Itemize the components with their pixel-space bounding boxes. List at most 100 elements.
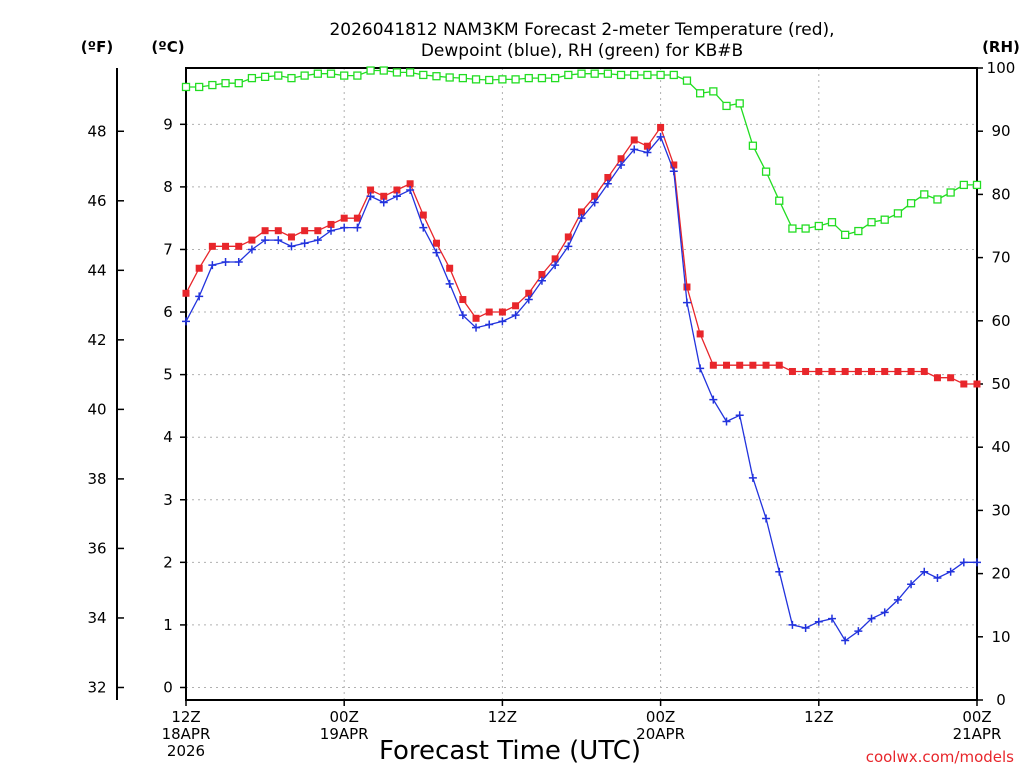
rh-tick-label: 60 [991,312,1010,330]
rh-point [696,89,705,98]
rh-point [722,101,731,111]
rh-point [906,199,916,208]
temperature-point [551,255,559,263]
rh-point [616,70,626,80]
plot-frame [185,67,978,701]
rh-point [498,75,507,84]
temperature-point [604,174,612,182]
x-tick-label: 18APR [162,725,211,743]
temperature-point [868,367,876,375]
temperature-point [235,242,243,250]
fahrenheit-tick-label: 36 [87,539,106,557]
rh-point [471,75,481,84]
temperature-point [512,302,520,310]
temperature-point [419,211,427,219]
dewpoint-point [696,364,705,373]
x-tick-label: 12Z [488,708,517,726]
temperature-point [815,367,823,375]
dewpoint-point [617,160,626,169]
dewpoint-point [340,223,349,232]
dewpoint-point [419,223,428,232]
rh-point [972,180,982,190]
dewpoint-point [327,226,336,235]
celsius-tick-label: 0 [163,678,173,696]
temperature-point [788,367,796,375]
dewpoint-point [261,236,270,245]
rh-point [920,190,929,199]
x-tick-label: 00Z [962,708,991,726]
chart-title-line-1: 2026041812 NAM3KM Forecast 2-meter Tempe… [329,20,834,40]
temperature-point [762,361,770,369]
temperature-point [564,233,572,241]
rh-tick-label: 0 [996,691,1006,709]
fahrenheit-tick-label: 38 [87,470,106,488]
temperature-point [736,361,744,369]
rh-point [353,71,362,80]
rh-point [550,73,560,83]
rh-point [485,75,494,85]
x-tick-label: 20APR [636,725,685,743]
dewpoint-point [827,614,836,623]
temperature-point [208,242,216,250]
celsius-tick-label: 8 [163,178,173,196]
rh-point [603,69,613,78]
rh-point [366,66,375,75]
rh-tick-label: 20 [991,565,1010,583]
celsius-tick-label: 7 [163,240,173,258]
dewpoint-point [182,317,190,326]
dewpoint-point [485,320,494,329]
temperature-point [828,367,836,375]
temperature-point [920,367,928,375]
rh-point [537,73,547,83]
dewpoint-point [841,636,850,645]
dewpoint-point [313,236,322,245]
rh-point [775,196,784,205]
rh-point [274,71,283,80]
temperature-point [182,289,190,297]
rh-point [195,82,204,92]
rh-point [445,73,454,82]
rh-point [405,68,415,77]
rh-point [630,70,639,80]
rh-point [260,72,270,81]
dewpoint-point [498,317,507,326]
temperature-point [393,186,401,194]
temperature-point [525,289,533,297]
dewpoint-point [682,298,691,307]
temperature-point [657,123,665,131]
credit-label: coolwx.com/models [866,748,1014,766]
temperature-point [960,380,968,388]
fahrenheit-tick-label: 46 [87,192,106,210]
dewpoint-point [762,514,771,523]
dewpoint-point [432,248,441,257]
temperature-point [683,283,691,291]
rh-point [735,99,744,108]
rh-point [458,73,468,83]
x-tick-label: 12Z [171,708,200,726]
dewpoint-point [775,567,784,576]
rh-point [893,209,903,218]
temperature-point [749,361,757,369]
temperature-point [775,361,783,369]
dewpoint-point [472,323,481,332]
temperature-point [432,239,440,247]
x-tick-label: 19APR [320,725,369,743]
temperature-point [881,367,889,375]
temperature-point [854,367,862,375]
dewpoint-point [195,292,204,301]
dewpoint-point [590,198,599,207]
rh-point [880,215,889,224]
x-tick-label: 00Z [330,708,359,726]
temperature-point [723,361,731,369]
temperature-point [841,367,849,375]
rh-point [524,73,533,83]
dewpoint-point [221,257,230,266]
temperature-point [643,142,651,150]
rh-point [234,79,243,88]
celsius-tick-label: 9 [163,115,173,133]
grid-lines [186,68,977,700]
rh-point [564,70,573,80]
rh-point [788,224,797,233]
rh-point [379,66,388,75]
celsius-unit-label: (ºC) [151,38,184,56]
